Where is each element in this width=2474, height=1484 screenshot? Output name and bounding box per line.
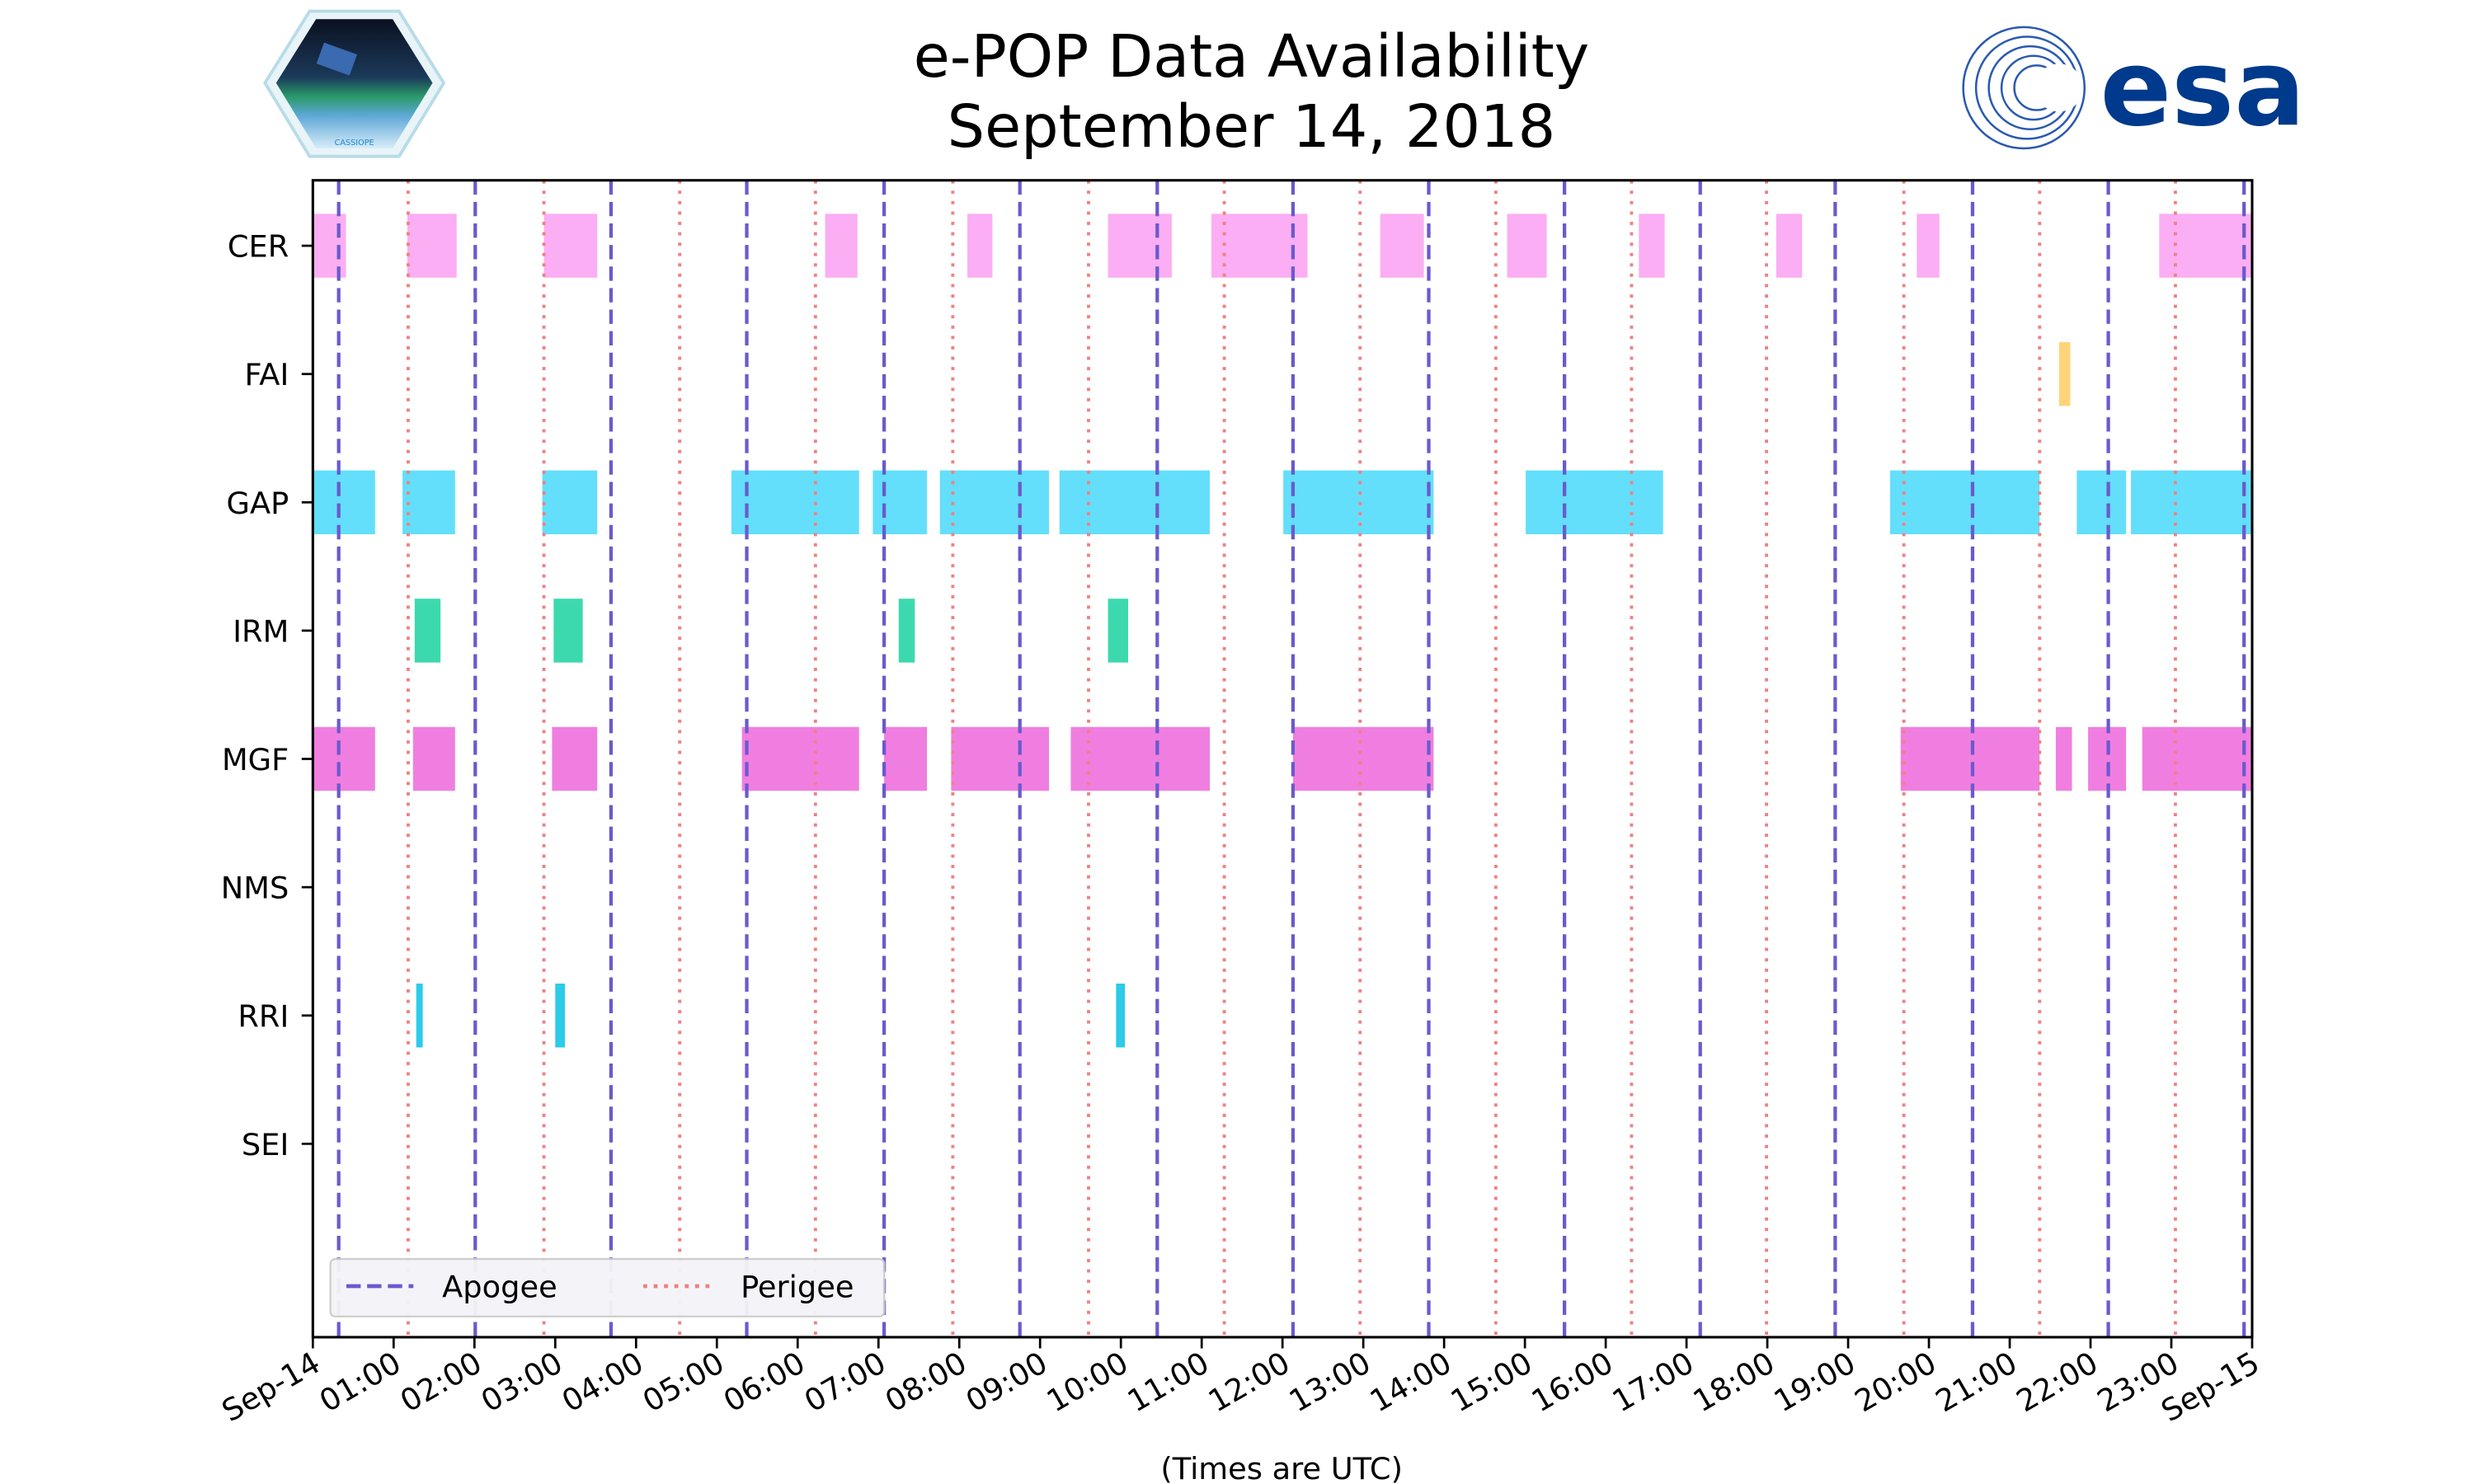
x-tick-label: 05:00 (637, 1345, 730, 1419)
bar-cer (1108, 214, 1172, 278)
x-tick-label: 07:00 (798, 1345, 891, 1419)
cassiope-logo-text: CASSIOPE (335, 139, 374, 148)
bar-gap (313, 470, 375, 534)
x-tick-label: 01:00 (313, 1345, 407, 1419)
y-tick-label: RRI (238, 998, 289, 1034)
bar-gap (731, 470, 859, 534)
plot-area (313, 180, 2252, 1337)
x-tick-label: 19:00 (1768, 1345, 1861, 1419)
chart-title-line1: e-POP Data Availability (914, 22, 1589, 91)
x-tick-label: 04:00 (556, 1345, 649, 1419)
y-tick-label: NMS (221, 871, 289, 906)
bar-gap (402, 470, 455, 534)
x-tick-label: 22:00 (2011, 1345, 2104, 1419)
x-axis-label: (Times are UTC) (1160, 1451, 1403, 1484)
y-axis: CER FAI GAP IRM MGF NMS RRI SEI (221, 229, 313, 1162)
bar-irm (898, 599, 915, 663)
bar-rri (1116, 984, 1126, 1048)
x-tick-label: 10:00 (1041, 1345, 1134, 1419)
bar-mgf (884, 726, 928, 791)
bar-cer (543, 214, 598, 278)
y-tick-label: GAP (227, 486, 289, 521)
bar-mgf (1900, 726, 2040, 791)
bar-rri (416, 984, 423, 1048)
y-tick-label: SEI (242, 1127, 289, 1162)
bar-irm (414, 599, 441, 663)
bar-irm (1108, 599, 1129, 663)
bar-mgf (2088, 726, 2127, 791)
bar-cer (407, 214, 457, 278)
bar-gap (1526, 470, 1663, 534)
bar-gap (1890, 470, 2040, 534)
y-tick-label: CER (228, 229, 289, 265)
bar-cer (1380, 214, 1424, 278)
x-tick-label: 11:00 (1122, 1345, 1215, 1419)
bar-gap (872, 470, 928, 534)
bar-cer (1507, 214, 1547, 278)
y-tick-label: FAI (245, 357, 289, 392)
x-tick-label: 15:00 (1445, 1345, 1538, 1419)
legend: Apogee Perigee (329, 1257, 886, 1317)
bar-cer (313, 214, 346, 278)
bar-gap (542, 470, 598, 534)
x-tick-label: Sep-14 (216, 1345, 327, 1429)
bar-mgf (412, 726, 455, 791)
x-tick-label: 16:00 (1526, 1345, 1619, 1419)
bar-cer (1917, 214, 1940, 278)
x-tick-label: 18:00 (1687, 1345, 1780, 1419)
bar-mgf (2142, 726, 2252, 791)
esa-logo-text: esa (2100, 27, 2306, 150)
x-tick-label: 06:00 (717, 1345, 811, 1419)
x-tick-label: 13:00 (1283, 1345, 1376, 1419)
bar-gap (1059, 470, 1210, 534)
chart-title-line2: September 14, 2018 (948, 92, 1555, 161)
y-tick-label: IRM (233, 613, 289, 649)
bar-gap (2077, 470, 2127, 534)
x-tick-label: 21:00 (1930, 1345, 2023, 1419)
bar-cer (967, 214, 993, 278)
bar-cer (1639, 214, 1665, 278)
bar-cer (1776, 214, 1803, 278)
bar-mgf (552, 726, 598, 791)
x-tick-label: 20:00 (1849, 1345, 1942, 1419)
x-tick-label: 12:00 (1202, 1345, 1296, 1419)
bar-fai (2058, 341, 2071, 406)
bar-cer (2159, 214, 2252, 278)
legend-perigee-label: Perigee (741, 1270, 854, 1305)
bar-cer (825, 214, 858, 278)
x-tick-label: 03:00 (475, 1345, 568, 1419)
x-tick-label: 14:00 (1364, 1345, 1457, 1419)
bar-mgf (2055, 726, 2072, 791)
bar-mgf (741, 726, 859, 791)
bar-gap (1283, 470, 1434, 534)
bar-mgf (313, 726, 375, 791)
x-tick-label: 17:00 (1606, 1345, 1700, 1419)
bar-mgf (1292, 726, 1434, 791)
bar-mgf (951, 726, 1049, 791)
x-tick-label: 09:00 (960, 1345, 1053, 1419)
x-axis: Sep-1401:0002:0003:0004:0005:0006:0007:0… (216, 1336, 2265, 1429)
x-tick-label: 08:00 (879, 1345, 972, 1419)
x-tick-label: 02:00 (394, 1345, 487, 1419)
bar-rri (555, 984, 566, 1048)
esa-logo: esa (1962, 26, 2306, 150)
cassiope-logo: CASSIOPE (263, 9, 446, 158)
bar-mgf (1070, 726, 1210, 791)
bar-gap (2130, 470, 2252, 534)
y-tick-label: MGF (222, 742, 289, 777)
bar-gap (939, 470, 1049, 534)
legend-apogee-label: Apogee (442, 1270, 557, 1305)
bar-irm (553, 599, 583, 663)
